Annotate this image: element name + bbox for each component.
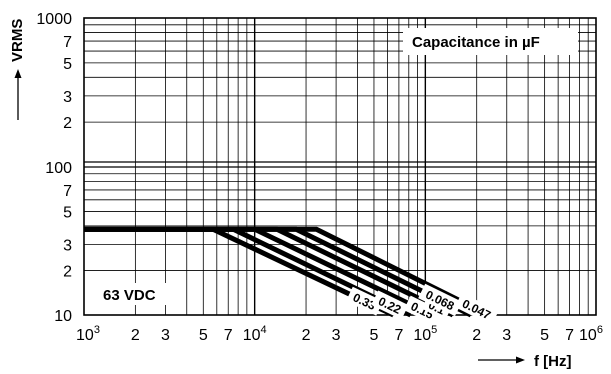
- x-tick-label: 2: [472, 327, 481, 344]
- x-tick-label: 3: [332, 327, 341, 344]
- voltage-rating: 63 VDC: [103, 287, 156, 304]
- y-tick-label: 5: [63, 205, 72, 222]
- x-tick-label: 7: [224, 327, 233, 344]
- y-tick-label: 7: [63, 34, 72, 51]
- series-line-0.047: [84, 226, 490, 318]
- x-tick-label: 103: [76, 324, 100, 344]
- y-tick-labels: 1000 7 5 3 2 100 7 5 3 2 10: [36, 11, 72, 325]
- plot-frame: [83, 17, 597, 316]
- y-tick-label: 3: [63, 237, 72, 254]
- x-tick-label: 5: [540, 327, 549, 344]
- y-tick-label: 2: [63, 263, 72, 280]
- y-tick-label: 3: [63, 89, 72, 106]
- series-lines: [84, 226, 490, 318]
- y-tick-label: 1000: [36, 11, 72, 28]
- x-tick-label: 2: [131, 327, 140, 344]
- x-tick-label: 5: [199, 327, 208, 344]
- plot-border: [83, 17, 597, 316]
- x-tick-label: 5: [370, 327, 379, 344]
- y-tick-label: 7: [63, 183, 72, 200]
- x-tick-label: 7: [394, 327, 403, 344]
- x-tick-label: 104: [243, 324, 267, 344]
- x-axis-label: f [Hz]: [534, 353, 572, 370]
- y-tick-label: 2: [63, 115, 72, 132]
- x-tick-label: 2: [302, 327, 311, 344]
- x-tick-label: 3: [161, 327, 170, 344]
- legend-title: Capacitance in µF: [412, 34, 540, 51]
- y-tick-label: 10: [54, 308, 72, 325]
- y-tick-label: 100: [45, 160, 72, 177]
- y-axis-label: VRMS: [9, 19, 26, 62]
- x-tick-label: 3: [502, 327, 511, 344]
- x-tick-labels: 103 2 3 5 7 104 2 3 5 7 105 2 3 5 7 106: [76, 324, 603, 344]
- y-tick-label: 5: [63, 56, 72, 73]
- x-axis-arrow-head: [516, 356, 525, 364]
- x-axis-title: f [Hz]: [478, 353, 572, 370]
- y-axis-arrow-head: [14, 69, 22, 78]
- x-tick-label: 106: [579, 324, 603, 344]
- legend-title-box: [403, 28, 578, 55]
- x-tick-label: 105: [413, 324, 437, 344]
- x-tick-label: 7: [565, 327, 574, 344]
- voltage-rating-box: [96, 283, 176, 305]
- y-axis-title: VRMS: [9, 19, 26, 120]
- series-labels: 0.330.22 0.150.10.068 0.047: [345, 283, 499, 326]
